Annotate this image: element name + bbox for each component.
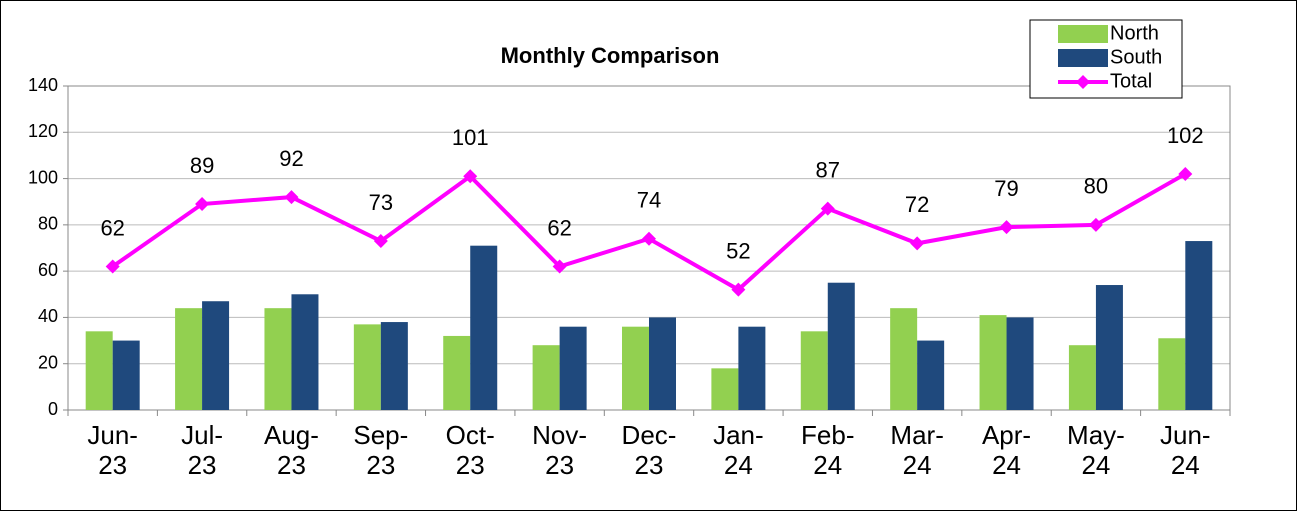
x-tick-label: Jul-23 <box>181 420 224 480</box>
data-label: 80 <box>1084 174 1108 199</box>
bar <box>443 335 471 410</box>
marker <box>373 234 388 249</box>
y-tick-label: 60 <box>38 260 58 280</box>
data-label: 72 <box>905 192 929 217</box>
bar <box>353 324 381 410</box>
data-label: 74 <box>637 188 661 213</box>
marker <box>910 236 925 251</box>
bar <box>827 282 855 410</box>
x-tick-label: Mar-24 <box>890 420 944 480</box>
bar <box>380 322 408 410</box>
bar <box>85 331 113 410</box>
bar <box>1006 317 1034 410</box>
x-tick-label: Oct-23 <box>445 420 495 480</box>
marker <box>731 282 746 297</box>
bar <box>622 326 649 410</box>
y-tick-label: 20 <box>38 352 58 372</box>
data-label: 92 <box>279 146 303 171</box>
bar <box>1185 241 1213 410</box>
marker <box>820 201 835 216</box>
y-tick-label: 120 <box>28 121 58 141</box>
data-label: 87 <box>816 157 840 182</box>
bar <box>470 245 498 410</box>
x-tick-label: Dec-23 <box>621 420 677 480</box>
x-tick-label: Apr-24 <box>981 420 1032 480</box>
marker <box>195 197 210 212</box>
y-tick-label: 40 <box>38 306 58 326</box>
x-tick-label: May-24 <box>1067 420 1125 480</box>
legend-swatch <box>1058 49 1108 67</box>
data-label: 52 <box>726 238 750 263</box>
data-label: 79 <box>994 176 1018 201</box>
bar <box>175 308 203 410</box>
x-tick-label: Sep-23 <box>353 420 409 480</box>
bar <box>559 326 587 410</box>
bar <box>890 308 918 410</box>
bar <box>532 345 560 410</box>
bar <box>649 317 676 410</box>
x-tick-label: Jun-24 <box>1160 420 1211 480</box>
legend-swatch <box>1058 25 1108 43</box>
marker <box>1088 217 1103 232</box>
x-tick-label: Jun-23 <box>87 420 138 480</box>
data-label: 62 <box>547 215 571 240</box>
marker <box>999 220 1014 235</box>
data-label: 73 <box>369 190 393 215</box>
chart-title: Monthly Comparison <box>501 43 720 68</box>
legend-label: Total <box>1110 70 1152 92</box>
marker <box>463 169 478 184</box>
marker <box>284 190 299 205</box>
bar <box>112 340 140 410</box>
y-tick-label: 140 <box>28 75 58 95</box>
bar <box>1158 338 1186 410</box>
bar <box>979 315 1007 410</box>
bar <box>711 368 739 410</box>
bar <box>917 340 945 410</box>
data-label: 102 <box>1167 123 1204 148</box>
x-tick-label: Jan-24 <box>713 420 764 480</box>
bar <box>738 326 766 410</box>
bar <box>1095 285 1123 410</box>
marker <box>552 259 567 274</box>
y-tick-label: 80 <box>38 214 58 234</box>
legend-marker <box>1076 75 1090 89</box>
x-tick-label: Nov-23 <box>532 420 588 480</box>
x-tick-label: Aug-23 <box>263 420 319 480</box>
bar <box>1068 345 1096 410</box>
bar <box>202 301 230 410</box>
bar <box>291 294 319 410</box>
data-label: 89 <box>190 153 214 178</box>
data-label: 62 <box>100 215 124 240</box>
x-tick-label: Feb-24 <box>801 420 855 480</box>
marker <box>642 231 656 246</box>
legend-label: South <box>1110 46 1162 68</box>
bar <box>800 331 828 410</box>
y-tick-label: 0 <box>48 399 58 419</box>
y-tick-label: 100 <box>28 167 58 187</box>
marker <box>105 259 120 274</box>
legend-label: North <box>1110 22 1159 44</box>
marker <box>1178 166 1193 181</box>
bar <box>264 308 292 410</box>
data-label: 101 <box>452 125 489 150</box>
